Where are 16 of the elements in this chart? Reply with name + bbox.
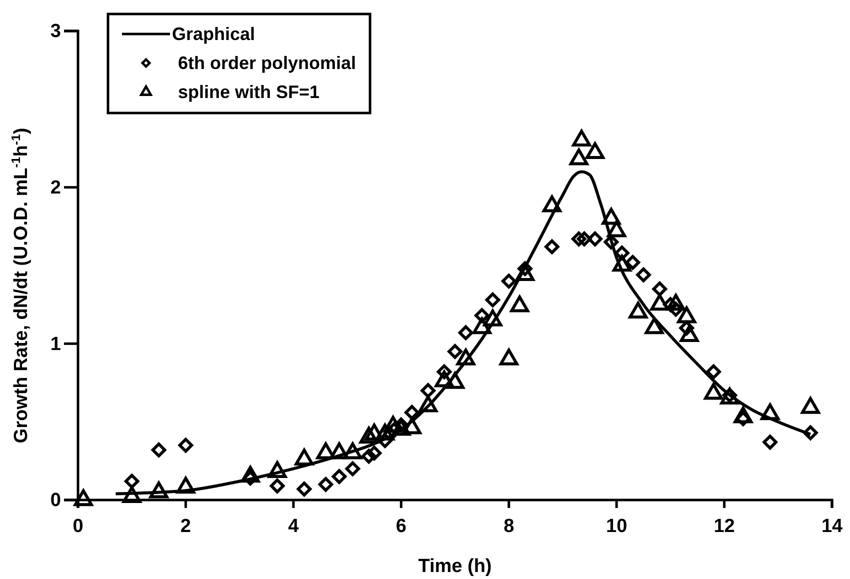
x-tick-label: 0 <box>72 516 84 537</box>
x-tick-label: 14 <box>821 516 843 537</box>
x-tick-label: 2 <box>180 516 192 537</box>
legend-label: spline with SF=1 <box>178 82 320 102</box>
legend-label: 6th order polynomial <box>178 53 356 73</box>
y-tick-label: 3 <box>50 21 61 42</box>
legend-label: Graphical <box>172 24 256 44</box>
x-tick-label: 12 <box>714 516 735 537</box>
x-axis-title: Time (h) <box>418 556 492 577</box>
x-tick-label: 8 <box>504 516 514 537</box>
y-tick-label: 2 <box>50 177 61 198</box>
y-tick-label: 1 <box>50 334 62 355</box>
x-tick-label: 10 <box>606 516 628 537</box>
x-tick-label: 4 <box>288 516 300 537</box>
y-tick-label: 0 <box>50 490 61 512</box>
x-tick-label: 6 <box>396 516 406 537</box>
